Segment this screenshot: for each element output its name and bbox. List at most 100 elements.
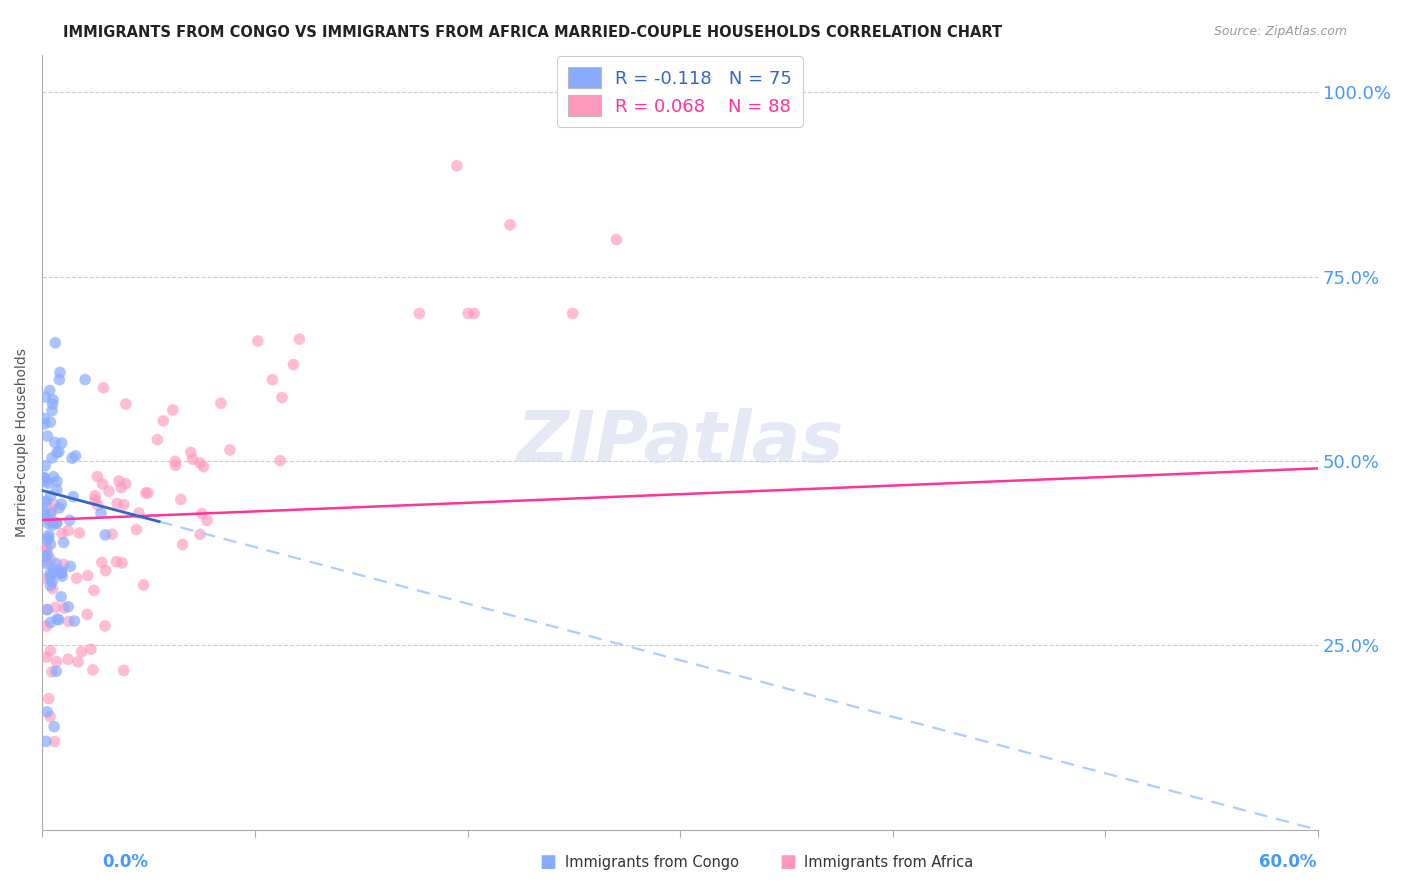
- Point: [67, 526, 90, 541]
- Point: [146, 433, 169, 447]
- Point: [46, 612, 69, 626]
- Point: [112, 664, 135, 678]
- Point: [39, 552, 62, 566]
- Point: [170, 492, 193, 507]
- Point: [44, 435, 66, 450]
- Text: Immigrants from Congo: Immigrants from Congo: [565, 855, 740, 870]
- Point: [34, 411, 56, 425]
- Point: [605, 233, 627, 247]
- Point: [44, 734, 66, 748]
- Point: [499, 218, 522, 232]
- Point: [34, 549, 56, 564]
- Point: [44, 335, 66, 350]
- Point: [87, 498, 110, 512]
- Text: 0.0%: 0.0%: [103, 853, 149, 871]
- Text: Source: ZipAtlas.com: Source: ZipAtlas.com: [1213, 25, 1347, 38]
- Point: [39, 615, 62, 630]
- Point: [45, 516, 67, 530]
- Point: [108, 474, 131, 488]
- Point: [51, 564, 73, 578]
- Point: [35, 555, 58, 569]
- Point: [70, 645, 93, 659]
- Point: [42, 720, 65, 734]
- Point: [37, 531, 59, 545]
- Point: [62, 490, 84, 504]
- Point: [37, 476, 59, 491]
- Point: [93, 381, 115, 395]
- Point: [188, 527, 211, 541]
- Point: [262, 373, 284, 387]
- Point: [195, 513, 218, 527]
- Point: [446, 159, 468, 173]
- Point: [105, 496, 128, 510]
- Point: [39, 644, 62, 658]
- Point: [39, 578, 62, 592]
- Point: [246, 334, 269, 348]
- Point: [39, 566, 62, 581]
- Point: [136, 486, 159, 500]
- Text: ZIPatlas: ZIPatlas: [516, 408, 844, 477]
- Point: [91, 477, 114, 491]
- Point: [112, 498, 135, 512]
- Point: [35, 572, 58, 586]
- Point: [38, 514, 60, 528]
- Point: [114, 476, 136, 491]
- Point: [110, 481, 132, 495]
- Point: [76, 568, 98, 582]
- Point: [34, 507, 56, 521]
- Point: [53, 601, 76, 615]
- Point: [42, 566, 65, 580]
- Point: [35, 474, 58, 488]
- Y-axis label: Married-couple Households: Married-couple Households: [15, 348, 30, 537]
- Point: [35, 650, 58, 665]
- Point: [283, 358, 305, 372]
- Point: [86, 469, 108, 483]
- Point: [181, 452, 204, 467]
- Point: [94, 564, 117, 578]
- Point: [44, 498, 66, 512]
- Point: [172, 537, 194, 551]
- Point: [37, 705, 59, 719]
- Point: [42, 469, 65, 483]
- Point: [51, 497, 73, 511]
- Point: [38, 528, 60, 542]
- Point: [51, 569, 73, 583]
- Point: [45, 446, 67, 460]
- Point: [51, 566, 73, 580]
- Point: [45, 665, 67, 679]
- Point: [162, 403, 184, 417]
- Point: [65, 571, 87, 585]
- Point: [180, 445, 202, 459]
- Point: [561, 306, 583, 320]
- Text: ■: ■: [779, 853, 796, 871]
- Point: [59, 559, 82, 574]
- Point: [46, 475, 69, 489]
- Point: [41, 397, 63, 411]
- Point: [44, 600, 66, 615]
- Point: [97, 484, 120, 499]
- Point: [34, 471, 56, 485]
- Point: [152, 414, 174, 428]
- Point: [38, 384, 60, 398]
- Point: [45, 655, 67, 669]
- Point: [135, 486, 157, 500]
- Point: [457, 306, 479, 320]
- Point: [34, 495, 56, 509]
- Text: IMMIGRANTS FROM CONGO VS IMMIGRANTS FROM AFRICA MARRIED-COUPLE HOUSEHOLDS CORREL: IMMIGRANTS FROM CONGO VS IMMIGRANTS FROM…: [63, 25, 1002, 40]
- Point: [34, 506, 56, 520]
- Point: [94, 528, 117, 542]
- Point: [39, 537, 62, 551]
- Point: [165, 454, 187, 468]
- Point: [52, 535, 75, 549]
- Point: [67, 655, 90, 669]
- Point: [45, 557, 67, 571]
- Point: [63, 614, 86, 628]
- Point: [84, 489, 107, 503]
- Point: [48, 500, 70, 515]
- Point: [39, 709, 62, 723]
- Point: [269, 453, 291, 467]
- Point: [38, 691, 60, 706]
- Point: [34, 471, 56, 485]
- Point: [37, 548, 59, 562]
- Point: [82, 663, 104, 677]
